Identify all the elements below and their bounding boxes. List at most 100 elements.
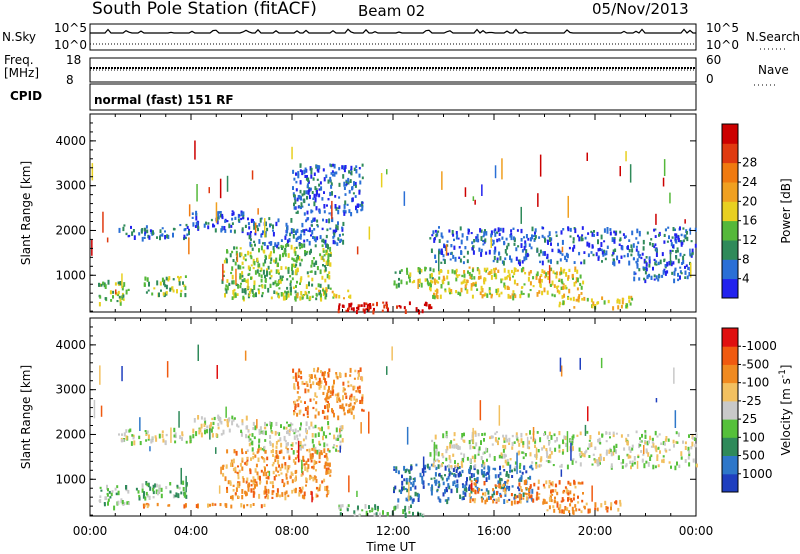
echo-cell <box>363 302 366 308</box>
echo-cell <box>240 431 243 437</box>
echo-cell <box>283 249 286 255</box>
echo-cell <box>252 267 255 270</box>
echo-cell <box>294 428 297 433</box>
echo-cell <box>184 293 187 298</box>
echo-cell <box>263 242 266 246</box>
echo-cell <box>580 285 583 290</box>
echo-cell <box>655 275 658 280</box>
echo-band <box>367 301 433 315</box>
echo-cell <box>353 377 356 380</box>
echo-cell <box>221 213 224 218</box>
echo-cell <box>320 186 323 191</box>
echo-cell <box>586 241 589 247</box>
echo-streak <box>417 279 419 289</box>
echo-streak <box>548 265 551 284</box>
echo-cell <box>247 250 250 256</box>
echo-cell <box>99 486 102 489</box>
echo-cell <box>562 283 565 286</box>
echo-cell <box>331 170 334 174</box>
echo-cell <box>563 293 566 298</box>
echo-cell <box>626 303 629 307</box>
echo-cell <box>494 437 497 442</box>
echo-cell <box>300 258 303 262</box>
echo-cell <box>474 498 477 501</box>
echo-cell <box>241 459 244 463</box>
echo-cell <box>288 454 291 458</box>
echo-cell <box>649 435 652 440</box>
echo-cell <box>303 495 306 500</box>
echo-cell <box>312 477 315 482</box>
echo-cell <box>536 271 539 276</box>
echo-cell <box>411 281 414 284</box>
echo-cell <box>328 470 331 475</box>
echo-cell <box>505 253 508 256</box>
echo-cell <box>264 278 267 283</box>
echo-streak <box>247 278 249 290</box>
echo-cell <box>435 447 438 451</box>
echo-cell <box>279 275 282 281</box>
echo-cell <box>323 177 326 182</box>
echo-cell <box>251 289 254 293</box>
echo-cell <box>546 453 549 458</box>
echo-cell <box>253 285 256 290</box>
echo-cell <box>180 491 183 495</box>
echo-cell <box>332 296 335 299</box>
echo-cell <box>402 486 405 491</box>
echo-cell <box>248 290 251 295</box>
echo-cell <box>593 230 595 233</box>
echo-cell <box>302 294 305 298</box>
echo-cell <box>265 493 268 497</box>
echo-cell <box>295 377 298 382</box>
echo-cell <box>354 181 357 186</box>
echo-cell <box>548 440 550 446</box>
echo-cell <box>173 228 176 231</box>
echo-cell <box>320 255 323 260</box>
echo-cell <box>655 263 658 266</box>
echo-cell <box>410 482 413 485</box>
echo-cell <box>267 287 270 293</box>
echo-cell <box>528 271 531 276</box>
echo-cell <box>244 490 247 495</box>
echo-cell <box>502 444 505 449</box>
echo-cell <box>326 273 329 279</box>
echo-cell <box>636 228 639 234</box>
echo-cell <box>684 441 687 445</box>
echo-cell <box>437 485 440 489</box>
echo-cell <box>455 469 458 473</box>
echo-streak <box>180 467 182 485</box>
echo-cell <box>493 229 496 233</box>
echo-cell <box>463 487 466 492</box>
echo-cell <box>404 513 407 518</box>
echo-band <box>191 210 247 234</box>
echo-cell <box>284 496 287 501</box>
echo-cell <box>334 204 337 209</box>
colorbar-tick-label: -500 <box>742 357 769 371</box>
echo-cell <box>325 399 328 403</box>
echo-cell <box>231 213 234 216</box>
echo-cell <box>438 483 441 487</box>
echo-cell <box>408 278 411 283</box>
echo-cell <box>474 432 477 437</box>
echo-cell <box>263 445 266 450</box>
echo-cell <box>98 302 101 307</box>
echo-cell <box>580 292 583 295</box>
echo-cell <box>241 274 244 278</box>
echo-cell <box>580 451 583 454</box>
echo-cell <box>547 259 550 263</box>
echo-cell <box>485 447 488 452</box>
echo-cell <box>247 265 250 270</box>
echo-cell <box>178 486 181 490</box>
echo-cell <box>322 248 325 253</box>
y-tick-label: 3000 <box>55 179 86 193</box>
echo-cell <box>172 494 175 499</box>
echo-cell <box>638 254 641 259</box>
echo-cell <box>514 496 517 500</box>
echo-cell <box>550 451 553 455</box>
echo-streak <box>472 427 474 444</box>
echo-cell <box>413 477 416 483</box>
echo-cell <box>497 437 500 440</box>
echo-cell <box>618 260 621 264</box>
echo-streak <box>472 196 475 201</box>
echo-cell <box>230 462 232 467</box>
echo-cell <box>339 507 342 512</box>
